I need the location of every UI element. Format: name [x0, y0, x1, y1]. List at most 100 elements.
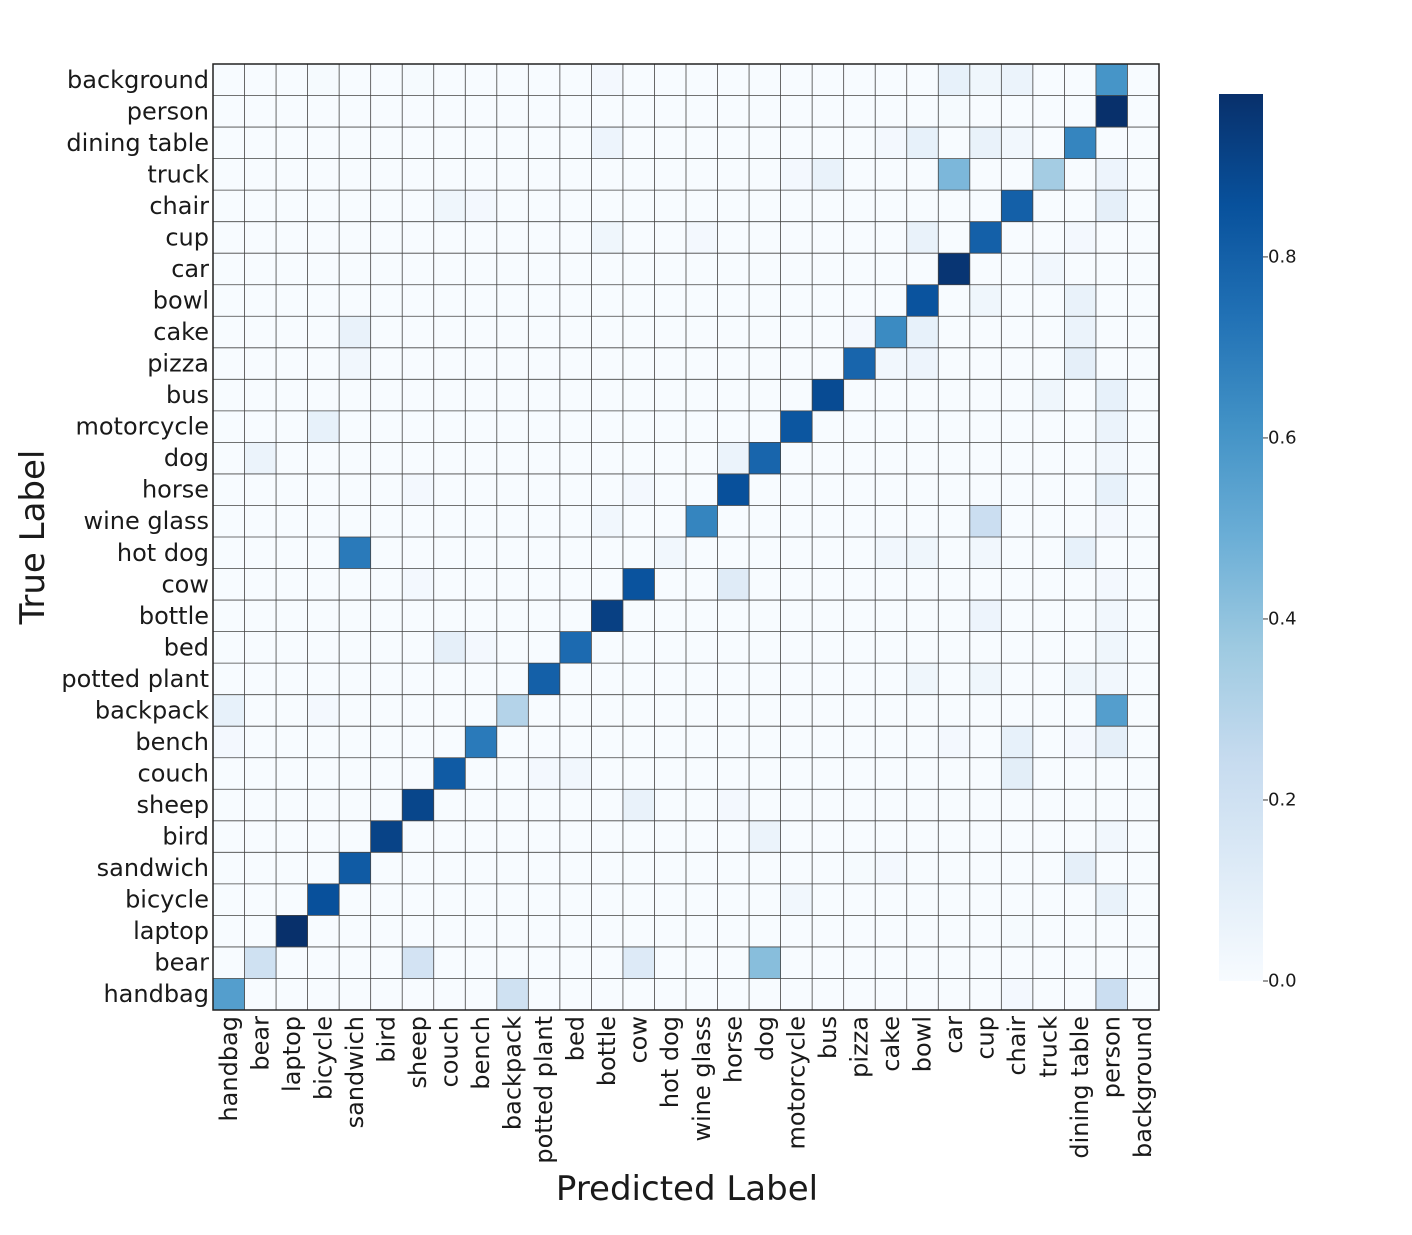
- heatmap-cell: [717, 221, 750, 254]
- heatmap-cell: [276, 757, 309, 790]
- heatmap-cell: [812, 158, 845, 191]
- heatmap-cell: [969, 915, 1002, 948]
- heatmap-cell: [1064, 127, 1097, 160]
- heatmap-cell: [938, 978, 971, 1011]
- heatmap-cell: [875, 158, 908, 191]
- heatmap-cell: [780, 284, 813, 317]
- heatmap-cell: [749, 410, 782, 443]
- heatmap-cell: [559, 221, 592, 254]
- heatmap-cell: [717, 883, 750, 916]
- x-tick-label: motorcycle: [782, 1016, 810, 1150]
- heatmap-cell: [654, 631, 687, 664]
- heatmap-cell: [654, 95, 687, 128]
- heatmap-cell: [1064, 694, 1097, 727]
- heatmap-cell: [654, 316, 687, 349]
- x-tick-label: dining table: [1066, 1016, 1094, 1159]
- heatmap-cell: [339, 726, 372, 759]
- heatmap-cell: [749, 284, 782, 317]
- heatmap-cell: [244, 64, 277, 97]
- heatmap-cell: [875, 410, 908, 443]
- colorbar-ticks: 0.0 0.2 0.4 0.6 0.8: [1263, 246, 1297, 992]
- heatmap-cell: [1127, 946, 1160, 979]
- heatmap-cells: [213, 64, 1160, 1011]
- heatmap-cell: [1001, 190, 1034, 223]
- heatmap-cell: [465, 190, 498, 223]
- heatmap-cell: [1001, 347, 1034, 380]
- heatmap-cell: [1001, 158, 1034, 191]
- heatmap-cell: [559, 537, 592, 570]
- y-tick-label: bowl: [153, 287, 209, 315]
- heatmap-cell: [244, 410, 277, 443]
- heatmap-cell: [812, 568, 845, 601]
- heatmap-cell: [433, 663, 466, 696]
- heatmap-cell: [875, 946, 908, 979]
- heatmap-cell: [812, 600, 845, 633]
- heatmap-cell: [812, 694, 845, 727]
- heatmap-cell: [465, 631, 498, 664]
- heatmap-cell: [938, 284, 971, 317]
- heatmap-cell: [1127, 64, 1160, 97]
- heatmap-cell: [402, 410, 435, 443]
- heatmap-cell: [812, 253, 845, 286]
- heatmap-cell: [875, 127, 908, 160]
- heatmap-cell: [906, 726, 939, 759]
- heatmap-cell: [433, 600, 466, 633]
- heatmap-cell: [496, 347, 529, 380]
- heatmap-cell: [969, 379, 1002, 412]
- heatmap-cell: [780, 221, 813, 254]
- heatmap-cell: [780, 820, 813, 853]
- heatmap-cell: [339, 95, 372, 128]
- heatmap-cell: [1095, 537, 1128, 570]
- heatmap-cell: [969, 978, 1002, 1011]
- heatmap-cell: [812, 442, 845, 475]
- heatmap-cell: [496, 726, 529, 759]
- heatmap-cell: [307, 757, 340, 790]
- y-tick-label: hot dog: [117, 539, 209, 567]
- heatmap-cell: [244, 600, 277, 633]
- heatmap-cell: [1064, 158, 1097, 191]
- heatmap-cell: [528, 95, 561, 128]
- heatmap-cell: [244, 221, 277, 254]
- heatmap-cell: [402, 473, 435, 506]
- heatmap-cell: [1127, 505, 1160, 538]
- heatmap-cell: [465, 347, 498, 380]
- y-tick-label: bicycle: [125, 886, 209, 914]
- heatmap-cell: [686, 442, 719, 475]
- heatmap-cell: [875, 95, 908, 128]
- heatmap-cell: [528, 852, 561, 885]
- heatmap-cell: [339, 663, 372, 696]
- heatmap-cell: [1001, 253, 1034, 286]
- heatmap-cell: [307, 190, 340, 223]
- heatmap-grid: [213, 64, 1159, 1010]
- heatmap-cell: [276, 505, 309, 538]
- heatmap-cell: [276, 978, 309, 1011]
- heatmap-cell: [749, 663, 782, 696]
- heatmap-cell: [591, 505, 624, 538]
- heatmap-cell: [717, 820, 750, 853]
- heatmap-cell: [559, 883, 592, 916]
- heatmap-cell: [780, 600, 813, 633]
- heatmap-cell: [686, 883, 719, 916]
- heatmap-cell: [717, 946, 750, 979]
- heatmap-cell: [906, 505, 939, 538]
- heatmap-cell: [906, 442, 939, 475]
- heatmap-cell: [276, 127, 309, 160]
- heatmap-cell: [843, 95, 876, 128]
- heatmap-cell: [433, 190, 466, 223]
- colorbar-tick-label: 0.8: [1268, 246, 1297, 267]
- x-tick-label: horse: [719, 1016, 747, 1083]
- x-tick-label: wine glass: [688, 1016, 716, 1142]
- heatmap-cell: [1032, 64, 1065, 97]
- heatmap-cell: [686, 852, 719, 885]
- heatmap-cell: [622, 190, 655, 223]
- heatmap-cell: [559, 473, 592, 506]
- heatmap-cell: [780, 663, 813, 696]
- heatmap-cell: [1127, 347, 1160, 380]
- heatmap-cell: [465, 568, 498, 601]
- heatmap-cell: [875, 379, 908, 412]
- y-tick-label: person: [127, 97, 209, 125]
- heatmap-cell: [276, 316, 309, 349]
- heatmap-cell: [654, 537, 687, 570]
- heatmap-cell: [528, 473, 561, 506]
- heatmap-cell: [370, 442, 403, 475]
